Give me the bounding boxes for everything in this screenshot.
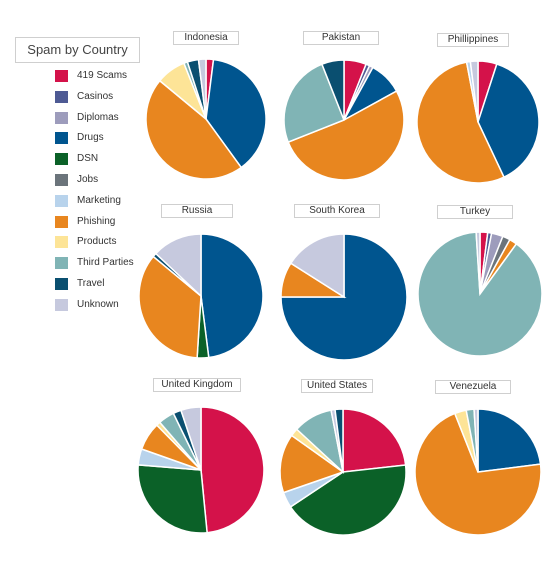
pie-slice-drugs[interactable] (477, 408, 542, 473)
legend-label: Unknown (77, 298, 119, 310)
legend-label: Travel (77, 278, 105, 289)
legend-swatch (55, 194, 68, 207)
pie-slice-419-scams[interactable] (200, 406, 265, 534)
pie-venezuela (414, 408, 542, 536)
pie-slice-drugs[interactable] (477, 63, 540, 179)
legend-swatch (55, 132, 68, 145)
legend-swatch (55, 90, 68, 103)
pie-slice-phishing[interactable] (416, 61, 505, 184)
legend-label: Jobs (77, 174, 99, 185)
pie-indonesia (145, 58, 267, 180)
pie-slice-unknown[interactable] (475, 231, 481, 295)
pie-title-venezuela: Venezuela (435, 380, 511, 394)
pie-phillippines (416, 60, 540, 184)
pie-russia (138, 233, 264, 359)
legend-label: Third Parties (77, 257, 134, 269)
pie-title-south-korea: South Korea (294, 204, 380, 218)
pie-title-united-states: United States (301, 379, 373, 393)
legend-swatch (55, 70, 68, 82)
pie-turkey (417, 231, 543, 357)
pie-slice-dsn[interactable] (137, 464, 208, 534)
pie-slice-unknown[interactable] (469, 60, 479, 123)
legend-label: Products (77, 236, 117, 248)
pie-slice-phishing[interactable] (279, 434, 345, 494)
pie-pakistan (283, 59, 405, 181)
pie-slice-dsn[interactable] (289, 464, 407, 536)
pie-title-russia: Russia (161, 204, 233, 218)
pie-united-states (279, 408, 407, 536)
legend-swatch (55, 257, 68, 270)
legend-label: Diplomas (77, 111, 119, 123)
pie-slice-unknown[interactable] (197, 58, 207, 120)
pie-slice-travel[interactable] (334, 408, 344, 473)
pie-slice-419-scams[interactable] (342, 408, 407, 473)
pie-slice-phishing[interactable] (145, 79, 243, 180)
pie-united-kingdom (137, 406, 265, 534)
pie-slice-drugs[interactable] (205, 58, 267, 169)
legend-swatch (55, 153, 68, 166)
legend-label: Marketing (77, 194, 121, 206)
pie-title-indonesia: Indonesia (173, 31, 239, 45)
pie-title-united-kingdom: United Kingdom (153, 378, 241, 392)
pie-slice-drugs[interactable] (200, 233, 264, 359)
pie-title-turkey: Turkey (437, 205, 513, 219)
legend-swatch (55, 278, 68, 290)
pie-slice-travel[interactable] (320, 59, 345, 121)
pie-slice-unknown[interactable] (473, 408, 479, 473)
legend-label: Casinos (77, 90, 114, 102)
legend-swatch (55, 215, 68, 228)
legend-label: DSN (77, 153, 99, 165)
legend-swatch (55, 111, 68, 124)
pie-slice-unknown[interactable] (154, 233, 202, 298)
legend-swatch (55, 298, 68, 311)
pie-title-pakistan: Pakistan (303, 31, 379, 45)
pie-slice-unknown[interactable] (180, 406, 202, 471)
pie-slice-third-parties[interactable] (417, 231, 543, 357)
legend-swatch (55, 236, 68, 249)
pie-slice-phishing[interactable] (138, 255, 202, 359)
pie-title-phillippines: Phillippines (437, 33, 509, 47)
legend-label: Phishing (77, 215, 116, 227)
pie-slice-phishing[interactable] (287, 90, 405, 181)
legend-swatch (55, 174, 68, 186)
pie-south-korea (280, 233, 408, 361)
legend-label: Drugs (77, 132, 104, 144)
pie-slice-phishing[interactable] (414, 412, 542, 536)
legend-label: 419 Scams (77, 70, 128, 81)
legend-title: Spam by Country (15, 37, 140, 63)
pie-slice-unknown[interactable] (289, 233, 345, 299)
